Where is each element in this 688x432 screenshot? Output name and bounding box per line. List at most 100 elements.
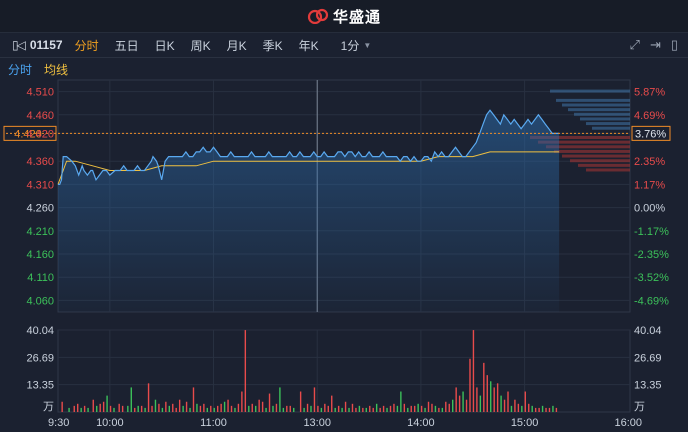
volume-bar <box>199 405 202 412</box>
volume-bar <box>538 407 540 412</box>
volume-bar <box>365 407 368 412</box>
volume-bar <box>121 405 124 412</box>
bid-depth-bar <box>538 140 630 144</box>
price-area <box>58 110 560 312</box>
ask-depth-bar <box>550 89 630 93</box>
time-tick-label: 14:00 <box>407 417 435 429</box>
tab-weekly-k[interactable]: 周K <box>190 38 211 53</box>
volume-panel-frame <box>57 329 631 413</box>
volume-bar <box>213 407 215 412</box>
volume-bar <box>196 403 198 412</box>
volume-bar <box>109 405 112 412</box>
time-tick-label: 16:00 <box>614 417 642 429</box>
volume-bar <box>237 403 240 412</box>
volume-bar <box>185 401 188 412</box>
volume-bar <box>362 407 364 412</box>
volume-bar <box>248 405 250 412</box>
tab-quarterly-k[interactable]: 季K <box>262 38 283 53</box>
volume-bar <box>410 405 412 412</box>
time-tick-label: 10:00 <box>96 417 124 429</box>
volume-bar <box>452 399 454 412</box>
tab-monthly-k[interactable]: 月K <box>226 38 247 53</box>
volume-bar <box>424 407 426 412</box>
current-percent-label: 3.76% <box>635 128 666 140</box>
interval-dropdown[interactable]: 1分 ▼ <box>341 37 372 54</box>
volume-unit-label: 万 <box>634 401 645 413</box>
chevron-down-icon: ▼ <box>363 40 372 50</box>
current-percent-box <box>631 125 671 141</box>
volume-bar <box>438 407 440 412</box>
volume-bar <box>534 407 537 412</box>
side-panel-icon[interactable]: ▯ <box>670 37 678 52</box>
volume-bar <box>514 399 516 412</box>
bid-depth-bar <box>570 159 630 163</box>
tab-five-day[interactable]: 五日 <box>114 38 139 53</box>
volume-bar <box>293 407 295 412</box>
volume-bar <box>389 405 392 412</box>
volume-bar <box>182 405 184 412</box>
volume-bar <box>140 405 143 412</box>
volume-bar <box>427 401 430 412</box>
tab-daily-k[interactable]: 日K <box>154 38 175 53</box>
exit-icon[interactable]: ⇥ <box>649 37 661 52</box>
bid-depth-bar <box>586 168 630 172</box>
volume-bar <box>496 383 499 412</box>
volume-bar <box>216 405 219 412</box>
volume-bar <box>92 399 94 412</box>
volume-bar <box>400 391 402 412</box>
toolbar-right-icons: ⤢ ⇥ ▯ <box>630 37 678 53</box>
price-line <box>58 109 560 185</box>
volume-bars <box>61 330 558 412</box>
price-tick-label: 4.310 <box>26 179 54 191</box>
volume-bar <box>73 405 75 412</box>
volume-bar <box>469 358 471 412</box>
volume-bar <box>275 403 278 412</box>
volume-bar <box>552 405 554 412</box>
volume-bar <box>268 393 271 412</box>
price-tick-label: 4.420 <box>26 128 54 140</box>
legend-average-line[interactable]: 均线 <box>44 63 69 77</box>
volume-bar <box>206 407 209 412</box>
volume-bar <box>521 405 523 412</box>
volume-bar <box>393 403 395 412</box>
top-bar: 华盛通 <box>0 0 688 33</box>
tab-intraday[interactable]: 分时 <box>74 38 99 53</box>
volume-bar <box>144 407 146 412</box>
volume-bar <box>331 395 333 412</box>
volume-bar <box>134 407 136 412</box>
chart-legend: 分时 均线 <box>0 58 688 78</box>
percent-tick-label: 4.69% <box>634 110 665 122</box>
price-tick-label: 4.160 <box>26 249 54 261</box>
volume-bar <box>158 403 160 412</box>
volume-bar <box>517 403 520 412</box>
volume-bar <box>465 399 468 412</box>
legend-price-line[interactable]: 分时 <box>8 63 33 77</box>
volume-bar <box>244 330 247 412</box>
volume-bar <box>379 407 381 412</box>
percent-tick-label: -4.69% <box>634 295 669 307</box>
price-tick-label: 4.510 <box>26 87 54 99</box>
time-tick-label: 15:00 <box>511 417 539 429</box>
panel-toggle-icon[interactable]: ▯◁ <box>12 38 26 52</box>
price-tick-label: 4.060 <box>26 295 54 307</box>
volume-bar <box>320 407 323 412</box>
volume-bar <box>286 405 288 412</box>
volume-bar <box>462 391 464 412</box>
volume-bar <box>303 407 305 412</box>
ask-depth-bar <box>562 103 630 107</box>
volume-bar <box>154 399 157 412</box>
fullscreen-icon[interactable]: ⤢ <box>629 37 640 52</box>
tab-yearly-k[interactable]: 年K <box>298 38 319 53</box>
price-tick-label: 4.210 <box>26 226 54 238</box>
volume-bar <box>541 405 544 412</box>
time-tick-label: 9:30 <box>48 417 69 429</box>
volume-bar <box>223 401 226 412</box>
time-tick-label: 11:00 <box>200 417 227 429</box>
volume-bar <box>83 405 86 412</box>
volume-bar <box>417 403 419 412</box>
percent-tick-label: 0.00% <box>634 203 665 215</box>
volume-bar <box>413 405 416 412</box>
volume-bar <box>407 407 409 412</box>
volume-bar <box>337 405 340 412</box>
